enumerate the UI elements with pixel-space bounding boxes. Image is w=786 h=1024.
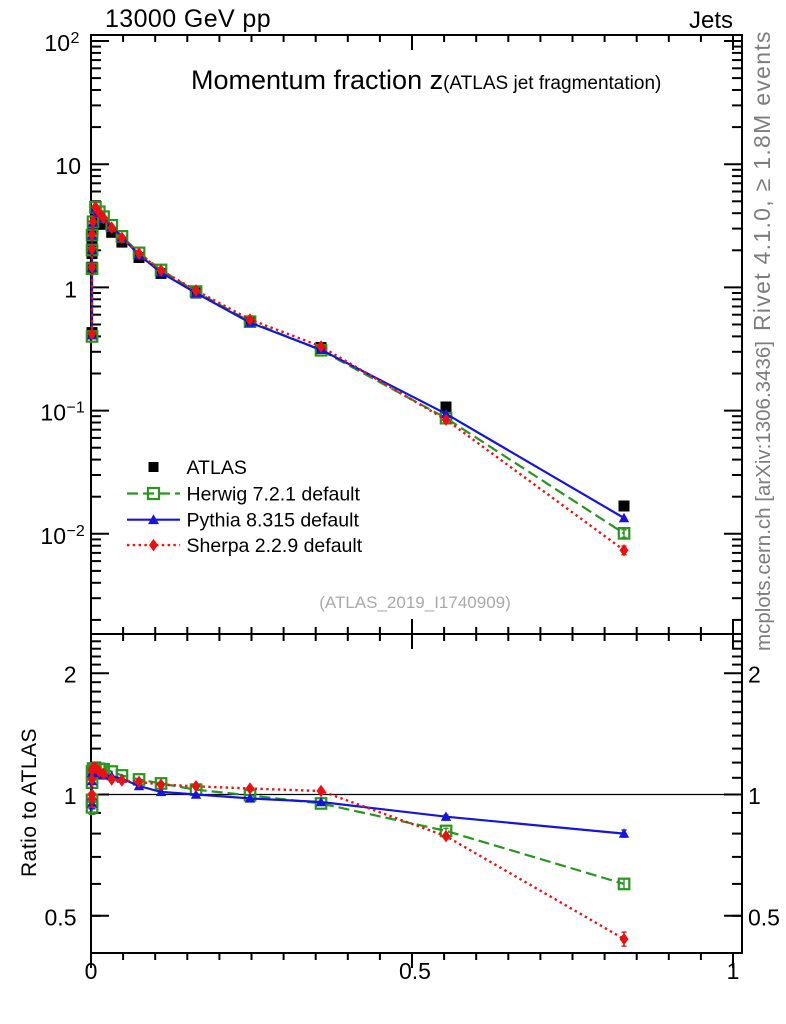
svg-text:0.5: 0.5 (748, 904, 780, 930)
svg-text:0.5: 0.5 (399, 958, 431, 984)
svg-text:2: 2 (748, 662, 761, 688)
svg-text:Sherpa 2.2.9 default: Sherpa 2.2.9 default (187, 535, 363, 557)
svg-text:1: 1 (748, 783, 761, 809)
svg-text:0: 0 (85, 958, 98, 984)
svg-text:13000 GeV pp: 13000 GeV pp (105, 5, 271, 33)
svg-text:mcplots.cern.ch [arXiv:1306.34: mcplots.cern.ch [arXiv:1306.3436] (752, 341, 775, 651)
svg-text:Herwig 7.2.1 default: Herwig 7.2.1 default (187, 484, 361, 506)
svg-text:Rivet 4.1.0, ≥ 1.8M events: Rivet 4.1.0, ≥ 1.8M events (749, 30, 775, 331)
svg-text:1: 1 (64, 783, 77, 809)
svg-text:10: 10 (40, 400, 66, 426)
svg-text:1: 1 (64, 276, 77, 302)
svg-text:0.5: 0.5 (45, 904, 77, 930)
svg-text:Pythia 8.315 default: Pythia 8.315 default (187, 510, 360, 532)
svg-text:2: 2 (71, 30, 80, 47)
svg-text:10: 10 (40, 523, 66, 549)
svg-text:ATLAS: ATLAS (187, 457, 247, 479)
svg-text:1: 1 (727, 958, 740, 984)
svg-text:(ATLAS_2019_I1740909): (ATLAS_2019_I1740909) (319, 593, 511, 612)
svg-text:10: 10 (55, 153, 81, 179)
svg-text:2: 2 (64, 662, 77, 688)
svg-text:−1: −1 (67, 400, 85, 417)
svg-text:−2: −2 (67, 523, 85, 540)
svg-text:Jets: Jets (689, 7, 733, 34)
svg-text:10: 10 (44, 30, 70, 56)
svg-text:Ratio to ATLAS: Ratio to ATLAS (18, 728, 41, 877)
